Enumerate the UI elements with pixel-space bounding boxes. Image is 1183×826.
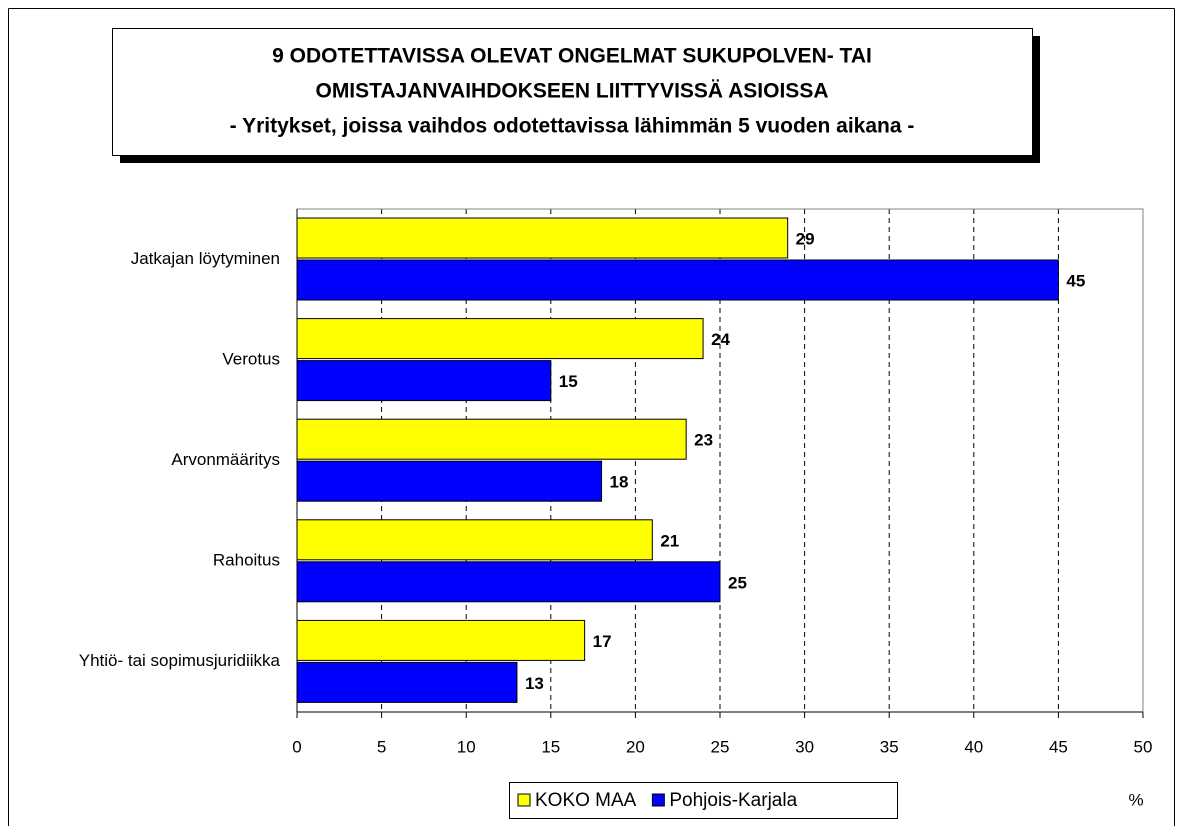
value-label: 45 <box>1066 271 1085 290</box>
chart-title: OMISTAJANVAIHDOKSEEN LIITTYVISSÄ ASIOISS… <box>315 80 828 103</box>
x-tick-label: 10 <box>457 737 476 756</box>
value-label: 25 <box>728 573 747 592</box>
bar <box>296 259 1059 301</box>
legend-label: KOKO MAA <box>535 790 637 811</box>
y-tick-label: Arvonmääritys <box>171 450 280 469</box>
x-tick-label: 5 <box>377 737 386 756</box>
chart-title: 9 ODOTETTAVISSA OLEVAT ONGELMAT SUKUPOLV… <box>272 45 872 68</box>
bar <box>296 460 603 502</box>
value-label: 21 <box>660 531 679 550</box>
y-tick-label: Verotus <box>222 349 280 368</box>
x-tick-label: 0 <box>292 737 301 756</box>
value-label: 17 <box>593 632 612 651</box>
y-tick-label: Rahoitus <box>213 551 280 570</box>
x-tick-label: 20 <box>626 737 645 756</box>
bar <box>296 418 687 460</box>
x-tick-label: 40 <box>964 737 983 756</box>
x-tick-label: 50 <box>1134 737 1153 756</box>
x-tick-label: 45 <box>1049 737 1068 756</box>
bar <box>296 217 789 259</box>
bar <box>296 561 721 603</box>
bar <box>296 318 704 360</box>
x-axis-label: % <box>1128 790 1143 809</box>
value-label: 23 <box>694 431 713 450</box>
chart-title: - Yritykset, joissa vaihdos odotettaviss… <box>230 115 915 138</box>
value-label: 13 <box>525 674 544 693</box>
legend-swatch <box>517 793 531 807</box>
legend-label: Pohjois-Karjala <box>669 790 797 811</box>
value-label: 15 <box>559 372 578 391</box>
x-tick-label: 30 <box>795 737 814 756</box>
value-label: 18 <box>610 473 629 492</box>
x-tick-label: 35 <box>880 737 899 756</box>
legend-swatch <box>651 793 665 807</box>
x-tick-label: 25 <box>711 737 730 756</box>
title-box <box>112 28 1033 156</box>
bar <box>296 619 586 661</box>
bar <box>296 360 552 402</box>
legend <box>509 782 898 819</box>
value-label: 24 <box>711 330 730 349</box>
bar <box>296 661 518 703</box>
value-label: 29 <box>796 229 815 248</box>
x-tick-label: 15 <box>541 737 560 756</box>
bar <box>296 519 653 561</box>
y-tick-label: Yhtiö- tai sopimusjuridiikka <box>79 651 281 670</box>
y-tick-label: Jatkajan löytyminen <box>131 249 280 268</box>
